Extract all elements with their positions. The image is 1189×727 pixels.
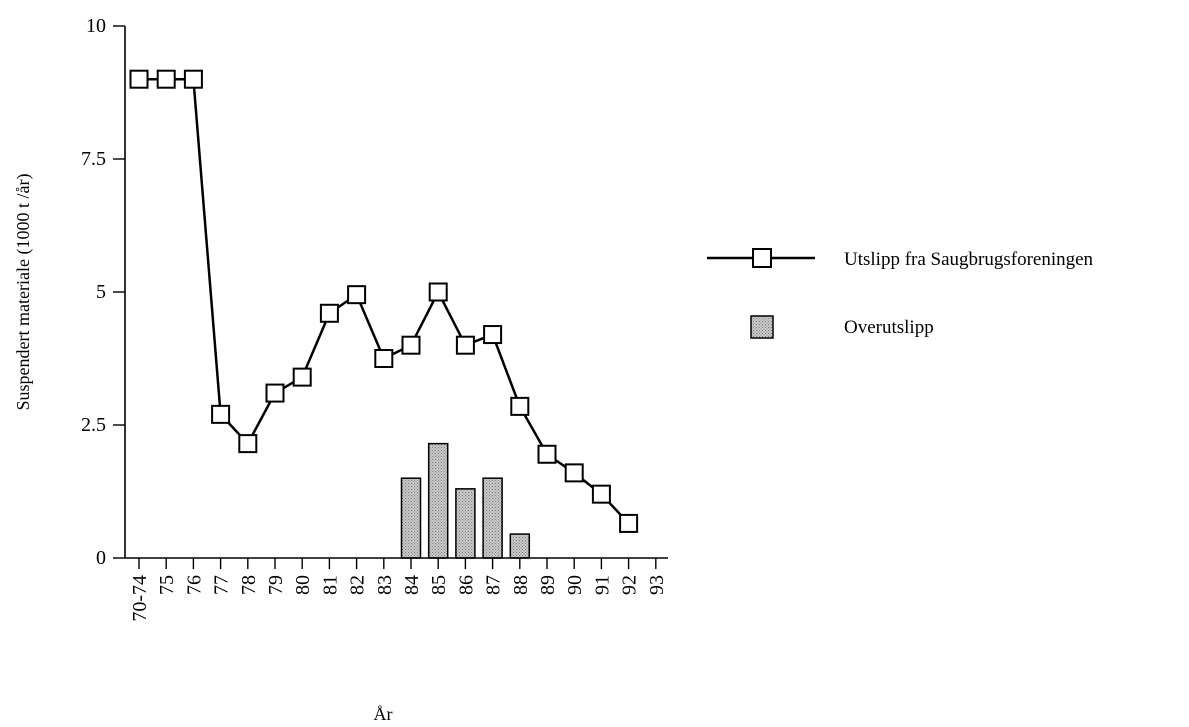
utslipp-point-83 bbox=[374, 349, 394, 368]
overutslipp-bar-84 bbox=[400, 477, 422, 559]
overutslipp-bar-88 bbox=[509, 533, 531, 559]
utslipp-point-85 bbox=[428, 282, 448, 302]
utslipp-point-81 bbox=[319, 303, 339, 323]
y-tick-label: 5 bbox=[96, 281, 106, 303]
utslipp-line-series bbox=[129, 69, 639, 533]
utslipp-point-91 bbox=[591, 484, 611, 504]
overutslipp-bars bbox=[400, 442, 531, 559]
utslipp-point-92 bbox=[619, 513, 639, 533]
y-axis-title: Suspendert materiale (1000 t /år) bbox=[13, 174, 34, 411]
utslipp-point-70-74 bbox=[129, 69, 149, 89]
utslipp-point-78 bbox=[238, 434, 258, 454]
utslipp-point-90 bbox=[564, 463, 584, 483]
x-tick-label: 88 bbox=[510, 575, 532, 595]
utslipp-point-77 bbox=[211, 404, 231, 424]
utslipp-point-86 bbox=[455, 335, 475, 355]
x-tick-label: 78 bbox=[238, 575, 260, 595]
x-tick-label: 84 bbox=[401, 575, 423, 595]
y-tick-label: 2.5 bbox=[81, 414, 106, 436]
utslipp-point-80 bbox=[292, 367, 312, 387]
x-tick-label: 77 bbox=[211, 575, 233, 595]
utslipp-point-79 bbox=[265, 383, 285, 403]
legend-label-overutslipp: Overutslipp bbox=[844, 317, 934, 338]
legend-label-utslipp: Utslipp fra Saugbrugsforeningen bbox=[844, 249, 1094, 270]
y-tick-label: 7.5 bbox=[81, 148, 106, 170]
x-tick-label: 79 bbox=[265, 575, 287, 595]
x-tick-label: 81 bbox=[319, 575, 341, 595]
y-tick-label: 0 bbox=[96, 547, 106, 569]
x-tick-label: 85 bbox=[428, 575, 450, 595]
overutslipp-bar-87 bbox=[482, 477, 503, 559]
legend: Utslipp fra Saugbrugsforeningen Overutsl… bbox=[707, 248, 1094, 339]
x-tick-label: 76 bbox=[183, 575, 205, 595]
utslipp-point-87 bbox=[483, 325, 503, 345]
y-ticks: 0 2.5 5 7.5 10 bbox=[81, 15, 125, 569]
overutslipp-bar-85 bbox=[427, 442, 449, 559]
legend-bar-swatch-icon bbox=[750, 315, 774, 339]
utslipp-point-75 bbox=[156, 69, 176, 89]
x-tick-label: 93 bbox=[646, 575, 668, 595]
x-tick-label: 91 bbox=[591, 575, 613, 595]
x-tick-label: 82 bbox=[347, 575, 369, 595]
x-tick-label: 86 bbox=[455, 575, 477, 595]
x-tick-label: 83 bbox=[374, 575, 396, 595]
x-tick-label: 80 bbox=[292, 575, 314, 595]
x-axis-title: År bbox=[374, 704, 393, 724]
x-tick-label: 70-74 bbox=[129, 575, 151, 622]
x-tick-label: 87 bbox=[483, 575, 505, 595]
overutslipp-bar-86 bbox=[455, 488, 476, 559]
x-tick-label: 92 bbox=[619, 575, 641, 595]
x-tick-label: 89 bbox=[537, 575, 559, 595]
axes bbox=[124, 26, 668, 559]
utslipp-point-88 bbox=[510, 396, 530, 416]
utslipp-point-82 bbox=[347, 285, 367, 305]
x-ticks: 70-74 75 76 77 78 79 80 81 82 83 84 85 86 87 88 89 90 91 9… bbox=[129, 558, 668, 622]
y-tick-label: 10 bbox=[86, 15, 106, 37]
legend-square-marker-icon bbox=[752, 248, 772, 268]
x-tick-label: 75 bbox=[156, 575, 178, 595]
x-tick-label: 90 bbox=[564, 575, 586, 595]
utslipp-point-76 bbox=[183, 69, 203, 89]
utslipp-point-84 bbox=[401, 335, 421, 355]
utslipp-point-89 bbox=[537, 444, 557, 464]
